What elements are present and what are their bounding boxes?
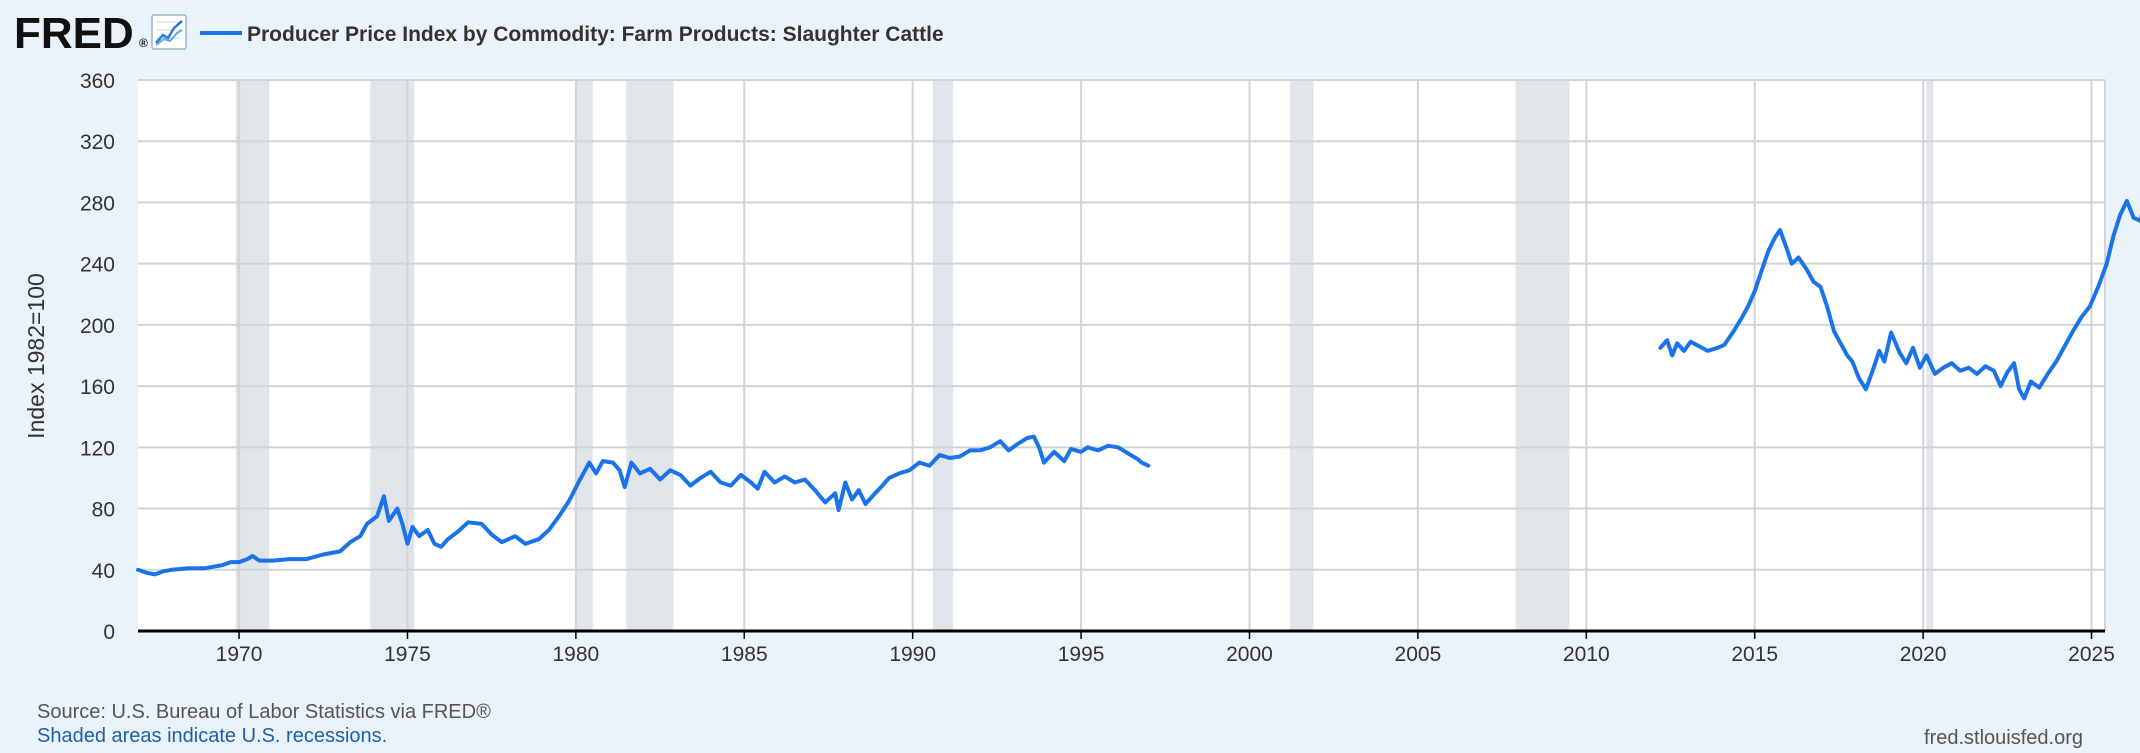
x-tick-label: 2015 [1731,643,1778,666]
x-tick-label: 2005 [1395,643,1442,666]
recession-note-link[interactable]: Shaded areas indicate U.S. recessions. [37,725,388,747]
series-line [136,434,1151,577]
x-axis: 1970 1975 1980 1985 1990 1995 2000 2005 2010 2015… [216,631,2115,666]
grid-lines [138,79,2106,631]
y-tick-label: 160 [80,376,115,399]
y-axis: 0 40 80 120 160 200 240 280 320 360 [80,70,115,644]
recession-band [575,80,593,631]
y-tick-label: 360 [80,70,115,93]
y-tick-label: 0 [103,621,115,644]
source-note: Source: U.S. Bureau of Labor Statistics … [37,701,491,723]
registered-mark: ® [139,36,148,50]
x-tick-label: 2025 [2068,643,2115,666]
recession-band [1289,80,1314,631]
y-tick-label: 240 [80,254,115,277]
x-tick-label: 2000 [1226,643,1273,666]
y-tick-label: 200 [80,315,115,338]
plot-area [138,80,2105,631]
x-tick-label: 2010 [1563,643,1610,666]
series-lines [136,198,2140,577]
recession-band [235,80,270,631]
y-axis-label: Index 1982=100 [23,273,49,439]
x-tick-label: 1980 [553,643,600,666]
recession-band [932,80,954,631]
x-tick-label: 1970 [216,643,263,666]
y-tick-label: 80 [92,499,115,522]
x-tick-label: 1990 [889,643,936,666]
series-line [1658,198,2140,401]
recession-band [1926,80,1934,631]
x-tick-label: 1995 [1058,643,1105,666]
x-tick-label: 2020 [1900,643,1947,666]
y-tick-label: 280 [80,192,115,215]
y-tick-label: 320 [80,131,115,154]
fred-logo[interactable]: FRED ® [14,9,148,58]
recession-band [1515,80,1570,631]
site-link[interactable]: fred.stlouisfed.org [1924,727,2083,749]
recession-band [626,80,674,631]
y-tick-label: 120 [80,437,115,460]
series-title[interactable]: Producer Price Index by Commodity: Farm … [247,23,944,46]
y-tick-label: 40 [92,560,115,583]
fred-logo-text: FRED [14,9,134,58]
x-tick-label: 1975 [384,643,431,666]
x-tick-label: 1985 [721,643,768,666]
trend-chart-icon[interactable] [151,14,187,50]
